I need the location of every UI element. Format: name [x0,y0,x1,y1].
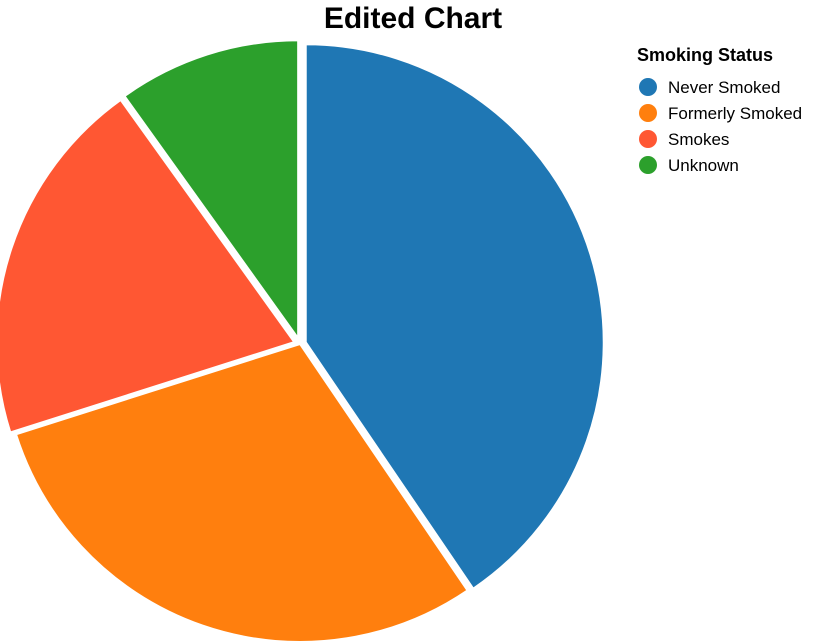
legend-swatch-never-smoked [639,78,657,96]
pie-slice-formerly-smoked [15,343,469,643]
legend-label-never-smoked: Never Smoked [668,78,780,97]
legend-label-smokes: Smokes [668,130,729,149]
legend-swatch-smokes [639,130,657,148]
legend: Smoking Status Never Smoked Formerly Smok… [637,45,802,175]
legend-item-formerly-smoked: Formerly Smoked [639,104,802,123]
legend-item-unknown: Unknown [639,156,739,175]
pie-slice-never-smoked [304,43,605,590]
legend-swatch-unknown [639,156,657,174]
pie-slices [0,39,605,643]
legend-title: Smoking Status [637,45,773,65]
legend-label-formerly-smoked: Formerly Smoked [668,104,802,123]
legend-item-smokes: Smokes [639,130,729,149]
legend-label-unknown: Unknown [668,156,739,175]
pie-slice-unknown [123,39,300,340]
legend-item-never-smoked: Never Smoked [639,78,780,97]
chart-title: Edited Chart [324,2,502,35]
legend-swatch-formerly-smoked [639,104,657,122]
pie-slice-smokes [0,98,296,434]
legend-items: Never Smoked Formerly Smoked Smokes Unknown [639,78,802,175]
